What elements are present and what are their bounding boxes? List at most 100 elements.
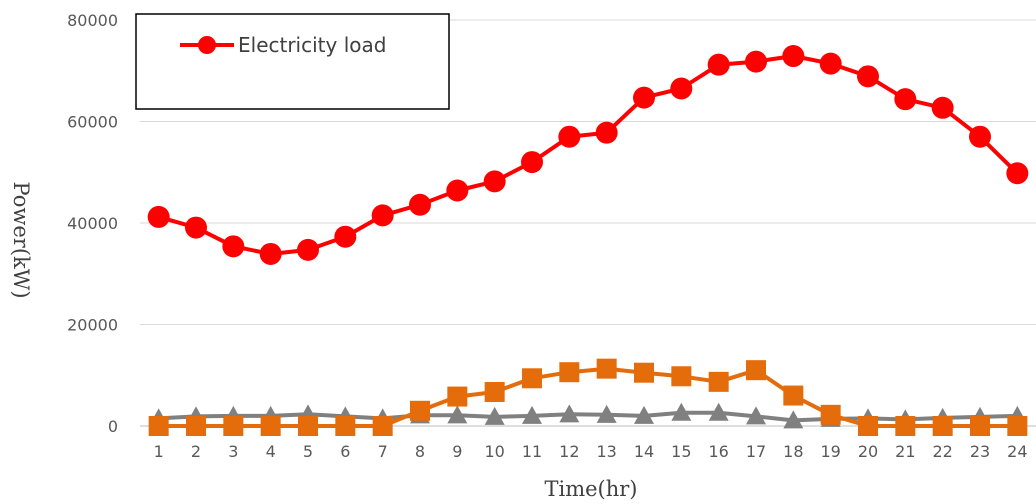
x-tick-label: 11 [522,442,542,461]
data-point [969,125,991,148]
data-point [522,368,542,389]
series-line [158,410,1018,423]
data-point [970,416,990,436]
data-point [559,404,580,423]
x-tick-label: 7 [378,442,388,461]
data-point [895,416,916,436]
x-tick-label: 14 [634,442,654,461]
data-point [483,170,506,193]
legend-box [135,13,450,110]
x-tick-label: 3 [228,442,238,461]
x-tick-label: 19 [820,442,840,461]
data-point [746,406,766,425]
data-point [782,45,805,68]
data-point [259,242,282,265]
x-tick-label: 6 [340,442,350,461]
x-tick-label: 21 [895,442,915,461]
data-point [521,151,543,174]
data-point [297,238,319,261]
data-point [484,406,505,425]
data-point [595,121,618,144]
x-tick-label: 5 [303,442,313,461]
data-point [634,405,654,424]
data-point [857,65,879,88]
data-point [260,416,281,436]
data-point [1006,162,1029,185]
y-axis-ticks: 0 20000 40000 60000 80000 [67,11,118,436]
x-tick-label: 22 [932,442,952,461]
data-point [858,416,878,436]
x-tick-label: 24 [1007,442,1027,461]
data-point [820,404,841,425]
data-point [410,400,430,421]
data-point [708,371,729,392]
x-tick-label: 23 [970,442,990,461]
data-point [447,386,468,407]
data-point [334,225,357,248]
data-point [932,416,953,436]
data-point [746,360,766,381]
data-point [186,416,206,436]
x-tick-label: 13 [596,442,616,461]
y-tick-label: 40000 [67,214,118,233]
data-point [298,416,318,436]
data-point [371,204,394,227]
data-point [707,53,730,76]
y-tick-label: 60000 [67,113,118,132]
data-point [447,405,468,424]
data-point [931,96,954,119]
data-point [596,358,617,379]
data-point [446,179,469,202]
x-tick-label: 20 [858,442,878,461]
x-tick-label: 4 [266,442,276,461]
data-point [409,193,431,216]
data-point [185,216,207,239]
x-tick-label: 15 [671,442,691,461]
data-point [671,402,692,421]
data-point [670,77,693,100]
data-point [223,416,244,436]
y-axis-title: Power(kW) [9,181,33,298]
data-point [1007,416,1028,436]
x-tick-label: 18 [783,442,803,461]
legend-marker-electricity-load [198,36,216,54]
series-layer [147,45,1029,436]
data-point [783,410,804,429]
y-tick-label: 0 [108,417,118,436]
series-0 [147,45,1029,265]
data-point [894,88,917,111]
data-point [596,404,617,423]
data-point [148,416,169,436]
data-point [222,235,245,258]
x-axis-ticks: 1 2 3 4 5 6 7 8 9 10 11 12 13 14 15 16 17 18 19 20 21 22 23 24 [154,442,1028,461]
data-point [335,416,356,436]
x-tick-label: 8 [415,442,425,461]
series-1 [148,358,1028,436]
x-tick-label: 1 [154,442,164,461]
legend-label-electricity-load: Electricity load [238,33,386,57]
y-tick-label: 80000 [67,11,118,30]
data-point [671,366,692,387]
data-point [147,205,170,228]
data-point [372,416,393,436]
x-tick-label: 10 [484,442,504,461]
x-tick-label: 16 [708,442,728,461]
x-tick-label: 9 [452,442,462,461]
legend: Electricity load [135,13,450,110]
data-point [522,405,542,424]
data-point [558,125,581,148]
x-axis-title: Time(hr) [544,477,637,501]
data-point [783,385,804,406]
x-tick-label: 12 [559,442,579,461]
data-point [634,362,654,383]
data-point [484,381,505,402]
data-point [708,402,729,421]
y-tick-label: 20000 [67,316,118,335]
data-point [745,50,767,73]
x-tick-label: 2 [191,442,201,461]
data-point [559,362,580,383]
x-tick-label: 17 [746,442,766,461]
data-point [819,52,842,75]
data-point [633,86,655,109]
